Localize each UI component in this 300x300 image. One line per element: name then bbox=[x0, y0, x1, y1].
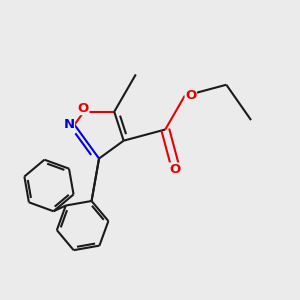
Text: N: N bbox=[63, 118, 74, 131]
Text: O: O bbox=[169, 163, 180, 176]
Text: O: O bbox=[185, 89, 196, 102]
Text: O: O bbox=[78, 102, 89, 115]
